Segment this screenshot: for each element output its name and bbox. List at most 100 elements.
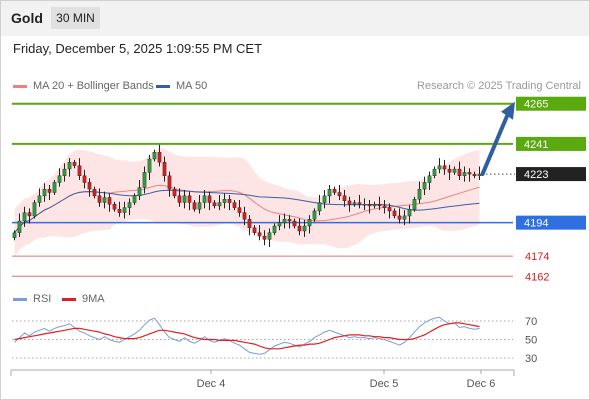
legend-rsi: RSI bbox=[13, 293, 51, 305]
candle-body bbox=[257, 232, 262, 237]
candle-body bbox=[422, 182, 427, 190]
candle-body bbox=[227, 198, 232, 203]
candle-body bbox=[157, 152, 162, 163]
candle-body bbox=[127, 202, 132, 208]
candle-body bbox=[287, 219, 292, 222]
candle-body bbox=[332, 188, 337, 193]
candle-body bbox=[47, 188, 52, 193]
candle-body bbox=[467, 172, 472, 175]
legend-rsi-ma: 9MA bbox=[62, 293, 105, 305]
candle-body bbox=[12, 232, 17, 238]
chart-datetime: Friday, December 5, 2025 1:09:55 PM CET bbox=[13, 41, 263, 56]
candle-body bbox=[387, 207, 392, 212]
candle-body bbox=[152, 152, 157, 160]
candle-body bbox=[397, 215, 402, 220]
candle-body bbox=[452, 168, 457, 173]
candle-body bbox=[77, 165, 82, 176]
candle-body bbox=[402, 215, 407, 220]
candle-body bbox=[167, 175, 172, 190]
candle-body bbox=[327, 188, 332, 197]
candle-body bbox=[267, 232, 272, 240]
rsi-swatch bbox=[13, 297, 27, 301]
ma20-swatch bbox=[13, 84, 27, 88]
candle-body bbox=[392, 210, 397, 217]
candle-body bbox=[432, 168, 437, 177]
candle-body bbox=[457, 168, 462, 177]
candle-body bbox=[367, 203, 372, 207]
candle-body bbox=[42, 188, 47, 197]
x-tick-label-Dec-4: Dec 4 bbox=[197, 378, 226, 390]
candle-body bbox=[107, 197, 112, 205]
candle-body bbox=[72, 162, 77, 166]
candle-body bbox=[347, 200, 352, 205]
candle-body bbox=[442, 165, 447, 170]
candle-body bbox=[117, 209, 122, 213]
candle-body bbox=[312, 210, 317, 220]
chart-header: Gold 30 MIN bbox=[0, 0, 590, 36]
copyright-notice: Research © 2025 Trading Central bbox=[416, 80, 581, 92]
level-tag-4194 bbox=[516, 215, 586, 230]
level-label-4194: 4194 bbox=[524, 218, 548, 230]
candle-body bbox=[232, 202, 237, 208]
candle-body bbox=[272, 225, 277, 233]
candle-body bbox=[27, 212, 32, 217]
legend-ma20: MA 20 + Bollinger Bands bbox=[13, 80, 154, 92]
level-tag-4265 bbox=[516, 96, 586, 111]
candle-body bbox=[92, 188, 97, 197]
candle-body bbox=[427, 175, 432, 183]
candle-body bbox=[282, 219, 287, 223]
candle-body bbox=[37, 195, 42, 203]
candle-body bbox=[97, 195, 102, 203]
candle-body bbox=[382, 205, 387, 208]
timeframe-selector[interactable]: 30 MIN bbox=[51, 7, 100, 29]
forecast-arrow-head bbox=[501, 101, 515, 120]
legend-ma20-label: MA 20 + Bollinger Bands bbox=[33, 80, 154, 92]
candle-body bbox=[62, 168, 67, 177]
candle-body bbox=[337, 192, 342, 196]
candle-body bbox=[207, 195, 212, 203]
candle-body bbox=[202, 195, 207, 203]
legend-ma50-label: MA 50 bbox=[176, 80, 208, 92]
candle-body bbox=[122, 207, 127, 213]
candle-body bbox=[362, 203, 367, 206]
forecast-arrow-shaft bbox=[480, 111, 510, 177]
candle-body bbox=[252, 227, 257, 233]
rsi-ma-line bbox=[14, 322, 480, 350]
candle-body bbox=[177, 195, 182, 203]
candle-body bbox=[412, 198, 417, 210]
candle-body bbox=[22, 212, 27, 222]
candle-body bbox=[192, 202, 197, 210]
candle-body bbox=[52, 182, 57, 193]
x-tick-label-Dec-5: Dec 5 bbox=[370, 378, 399, 390]
rsi-tick-label-50: 50 bbox=[525, 335, 537, 347]
candle-body bbox=[462, 172, 467, 176]
legend-rsi-ma-label: 9MA bbox=[82, 293, 105, 305]
rsi-line bbox=[14, 316, 480, 355]
ma50-swatch bbox=[156, 84, 170, 88]
candle-body bbox=[292, 220, 297, 227]
level-label-4223: 4223 bbox=[524, 169, 548, 181]
candle-body bbox=[137, 187, 142, 197]
candle-body bbox=[297, 225, 302, 232]
level-label-4241: 4241 bbox=[524, 139, 548, 151]
candle-body bbox=[162, 162, 167, 176]
rsi-ma-swatch bbox=[62, 297, 76, 301]
candle-body bbox=[307, 219, 312, 227]
level-label-4162: 4162 bbox=[525, 271, 549, 283]
candle-body bbox=[187, 195, 192, 203]
ma50-line bbox=[14, 189, 480, 234]
candle-body bbox=[132, 195, 137, 203]
candle-body bbox=[317, 202, 322, 212]
candle-body bbox=[472, 173, 477, 177]
candle-body bbox=[437, 165, 442, 170]
candle-body bbox=[112, 203, 117, 210]
candle-body bbox=[142, 172, 147, 188]
candle-body bbox=[82, 175, 87, 183]
candle-body bbox=[357, 202, 362, 205]
candle-body bbox=[372, 203, 377, 207]
candle-body bbox=[352, 202, 357, 205]
level-label-4174: 4174 bbox=[525, 251, 549, 263]
instrument-name: Gold bbox=[11, 10, 43, 26]
candle-body bbox=[32, 202, 37, 217]
